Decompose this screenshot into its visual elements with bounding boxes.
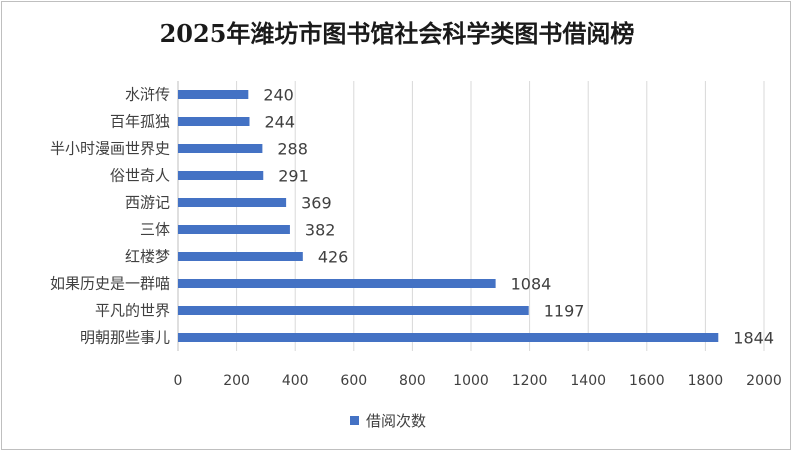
data-label: 1844 (733, 329, 774, 348)
bar (178, 198, 287, 207)
data-label: 1197 (544, 302, 585, 321)
data-label: 291 (278, 167, 309, 186)
data-label: 426 (318, 248, 349, 267)
data-label: 288 (277, 140, 308, 159)
category-label: 三体 (140, 221, 170, 239)
x-tick-label: 1000 (453, 373, 489, 389)
x-tick-label: 800 (399, 373, 426, 389)
x-tick-label: 600 (340, 373, 367, 389)
category-label: 红楼梦 (125, 248, 170, 266)
data-label: 1084 (511, 275, 552, 294)
bar (178, 252, 303, 261)
category-label: 半小时漫画世界史 (50, 140, 170, 158)
bar (178, 117, 250, 126)
x-tick-label: 200 (223, 373, 250, 389)
x-tick-label: 1400 (570, 373, 606, 389)
bar (178, 225, 290, 234)
x-tick-label: 0 (174, 373, 183, 389)
data-label: 382 (305, 221, 336, 240)
category-label: 如果历史是一群喵 (50, 275, 170, 293)
bar (178, 90, 249, 99)
data-label: 369 (301, 194, 332, 213)
bar (178, 306, 529, 315)
chart-title: 2025年潍坊市图书馆社会科学类图书借阅榜 (159, 19, 635, 48)
bar (178, 333, 719, 342)
data-label: 244 (264, 113, 295, 132)
bar (178, 144, 263, 153)
category-label: 平凡的世界 (95, 302, 170, 320)
x-tick-label: 2000 (746, 373, 782, 389)
legend-swatch (350, 416, 359, 425)
bar (178, 279, 496, 288)
bar (178, 171, 264, 180)
category-label: 西游记 (125, 194, 170, 212)
category-label: 俗世奇人 (110, 167, 170, 185)
x-tick-label: 1200 (512, 373, 548, 389)
x-tick-label: 1800 (688, 373, 724, 389)
legend-label: 借阅次数 (366, 412, 426, 430)
category-label: 水浒传 (125, 86, 170, 104)
category-label: 明朝那些事儿 (80, 329, 170, 347)
data-label: 240 (263, 86, 294, 105)
x-tick-label: 400 (282, 373, 309, 389)
category-label: 百年孤独 (110, 113, 170, 131)
x-tick-label: 1600 (629, 373, 665, 389)
